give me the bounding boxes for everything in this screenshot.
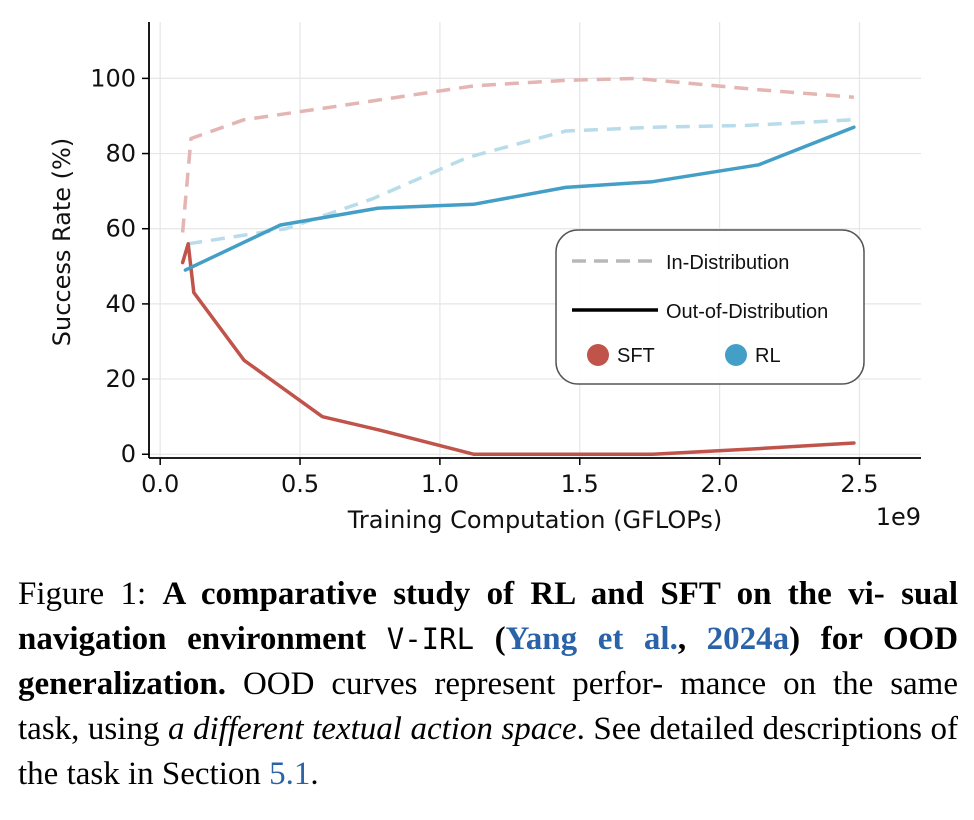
caption-label: Figure 1: bbox=[18, 576, 147, 612]
chart-grid bbox=[149, 22, 921, 458]
legend-rl-marker bbox=[725, 344, 747, 366]
legend-box bbox=[555, 229, 865, 385]
y-tick-label: 40 bbox=[105, 290, 136, 318]
caption-italic-2: space bbox=[501, 711, 577, 747]
series-line-rl-ood bbox=[183, 125, 856, 272]
series-line-rl-id bbox=[187, 117, 854, 246]
citation-author-link[interactable]: Yang et al. bbox=[505, 621, 678, 657]
success-rate-chart: 0 20 40 60 80 100 0.0 0.5 1.0 1.5 2.0 2.5 Training … bbox=[48, 22, 921, 534]
series-line-sft-id bbox=[180, 76, 855, 233]
caption-bold-2: sual navigation environment bbox=[18, 576, 959, 657]
x-tick-label: 2.5 bbox=[840, 470, 878, 498]
series-line-sft-ood bbox=[180, 242, 856, 456]
citation-year-link[interactable]: 2024a bbox=[706, 621, 790, 657]
caption-code-vlrl: V-IRL bbox=[386, 622, 475, 656]
caption-text-3: . See detailed descriptions of the task … bbox=[18, 711, 959, 792]
caption-cite-separator: , bbox=[677, 621, 707, 657]
caption-text-1: OOD curves represent perfor- bbox=[242, 666, 664, 702]
y-tick-label: 20 bbox=[105, 365, 136, 393]
legend-label-in-distribution: In-Distribution bbox=[666, 252, 789, 274]
caption-paren-close: ) bbox=[789, 621, 801, 657]
y-tick-label: 100 bbox=[90, 64, 136, 92]
x-tick-label: 1.0 bbox=[421, 470, 459, 498]
chart-legend: In-Distribution Out-of-Distribution SFT … bbox=[555, 229, 865, 385]
x-axis-scale-label: 1e9 bbox=[876, 503, 921, 531]
legend-label-rl: RL bbox=[755, 345, 781, 367]
x-tick-label: 0.0 bbox=[141, 470, 179, 498]
figure-caption: Figure 1: A comparative study of RL and … bbox=[18, 572, 958, 797]
y-tick-label: 80 bbox=[105, 140, 136, 168]
y-tick-label: 0 bbox=[121, 440, 136, 468]
caption-bold-3: for OOD generalization. bbox=[18, 621, 959, 702]
x-tick-label: 0.5 bbox=[281, 470, 319, 498]
caption-italic-1: a different textual action bbox=[167, 711, 493, 747]
legend-label-sft: SFT bbox=[617, 345, 655, 367]
chart-axes bbox=[148, 22, 921, 459]
legend-label-out-of-distribution: Out-of-Distribution bbox=[666, 301, 828, 323]
section-ref-link[interactable]: 5.1 bbox=[269, 756, 311, 792]
caption-paren-open: ( bbox=[494, 621, 506, 657]
caption-text-2: mance on the same task, using bbox=[18, 666, 958, 747]
legend-sft-marker bbox=[587, 344, 609, 366]
caption-text-end: . bbox=[310, 756, 319, 792]
y-tick-label: 60 bbox=[105, 215, 136, 243]
x-tick-label: 2.0 bbox=[701, 470, 739, 498]
chart-series bbox=[180, 76, 856, 456]
caption-bold-1: A comparative study of RL and SFT on the… bbox=[162, 576, 885, 612]
y-axis-title: Success Rate (%) bbox=[48, 138, 76, 346]
axis-ticks: 0 20 40 60 80 100 0.0 0.5 1.0 1.5 2.0 2.5 bbox=[90, 64, 878, 498]
x-axis-title: Training Computation (GFLOPs) bbox=[347, 506, 722, 534]
x-tick-label: 1.5 bbox=[561, 470, 599, 498]
